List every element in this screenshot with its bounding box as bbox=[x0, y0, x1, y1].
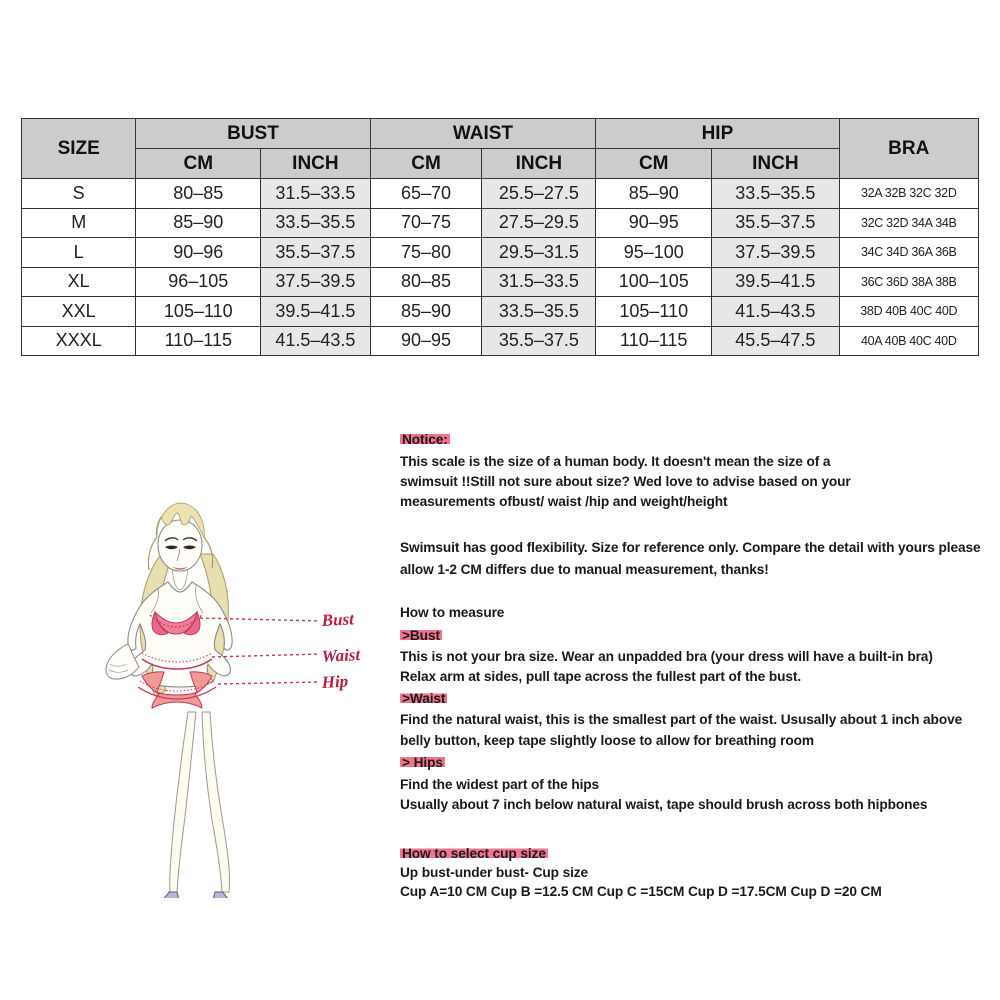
svg-text:Bust: Bust bbox=[320, 609, 355, 630]
svg-text:Hip: Hip bbox=[320, 672, 348, 692]
svg-text:Waist: Waist bbox=[321, 645, 362, 666]
